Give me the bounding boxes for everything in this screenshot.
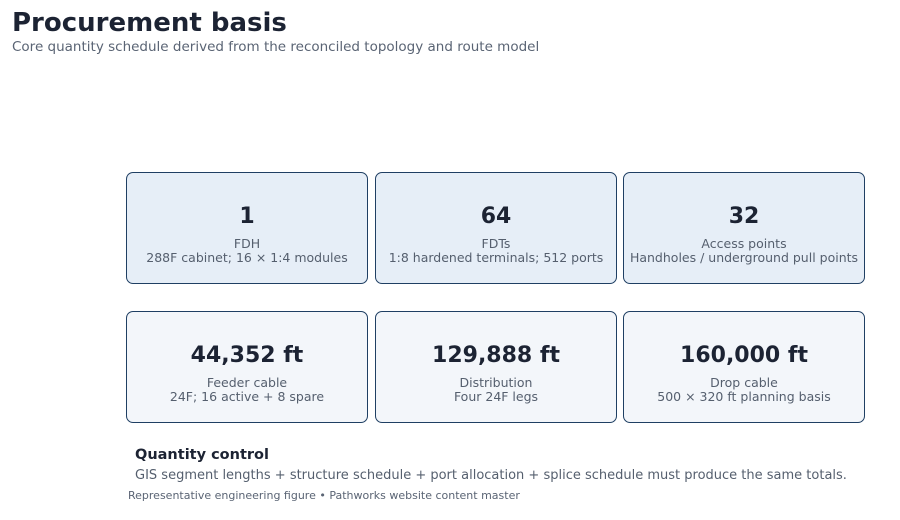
feeder-cable-card: 44,352 ft Feeder cable 24F; 16 active + …: [126, 311, 368, 423]
card-detail: Four 24F legs: [453, 389, 539, 404]
card-label: FDH: [233, 236, 261, 251]
card-detail: 1:8 hardened terminals; 512 ports: [388, 250, 604, 265]
access-points-card: 32 Access points Handholes / underground…: [623, 172, 865, 284]
card-value: 1: [239, 204, 255, 229]
fdts-card: 64 FDTs 1:8 hardened terminals; 512 port…: [375, 172, 617, 284]
card-label: Feeder cable: [206, 375, 288, 390]
card-detail: 500 × 320 ft planning basis: [657, 389, 831, 404]
card-label: Access points: [701, 236, 787, 251]
card-detail: 24F; 16 active + 8 spare: [169, 389, 325, 404]
card-detail: 288F cabinet; 16 × 1:4 modules: [146, 250, 348, 265]
card-value: 129,888 ft: [432, 343, 560, 368]
card-detail: Handholes / underground pull points: [629, 250, 859, 265]
card-label: FDTs: [481, 236, 511, 251]
quantity-control-heading: Quantity control: [135, 447, 269, 463]
card-value: 64: [480, 204, 512, 229]
card-label: Drop cable: [710, 375, 778, 390]
card-value: 32: [728, 204, 760, 229]
card-value: 160,000 ft: [680, 343, 808, 368]
quantity-control-text: GIS segment lengths + structure schedule…: [135, 468, 847, 483]
card-label: Distribution: [459, 375, 533, 390]
drop-cable-card: 160,000 ft Drop cable 500 × 320 ft plann…: [623, 311, 865, 423]
page-title: Procurement basis: [12, 8, 287, 38]
page-subtitle: Core quantity schedule derived from the …: [12, 39, 540, 55]
card-value: 44,352 ft: [190, 343, 304, 368]
footer-caption: Representative engineering figure • Path…: [128, 489, 520, 502]
distribution-cable-card: 129,888 ft Distribution Four 24F legs: [375, 311, 617, 423]
fdh-card: 1 FDH 288F cabinet; 16 × 1:4 modules: [126, 172, 368, 284]
